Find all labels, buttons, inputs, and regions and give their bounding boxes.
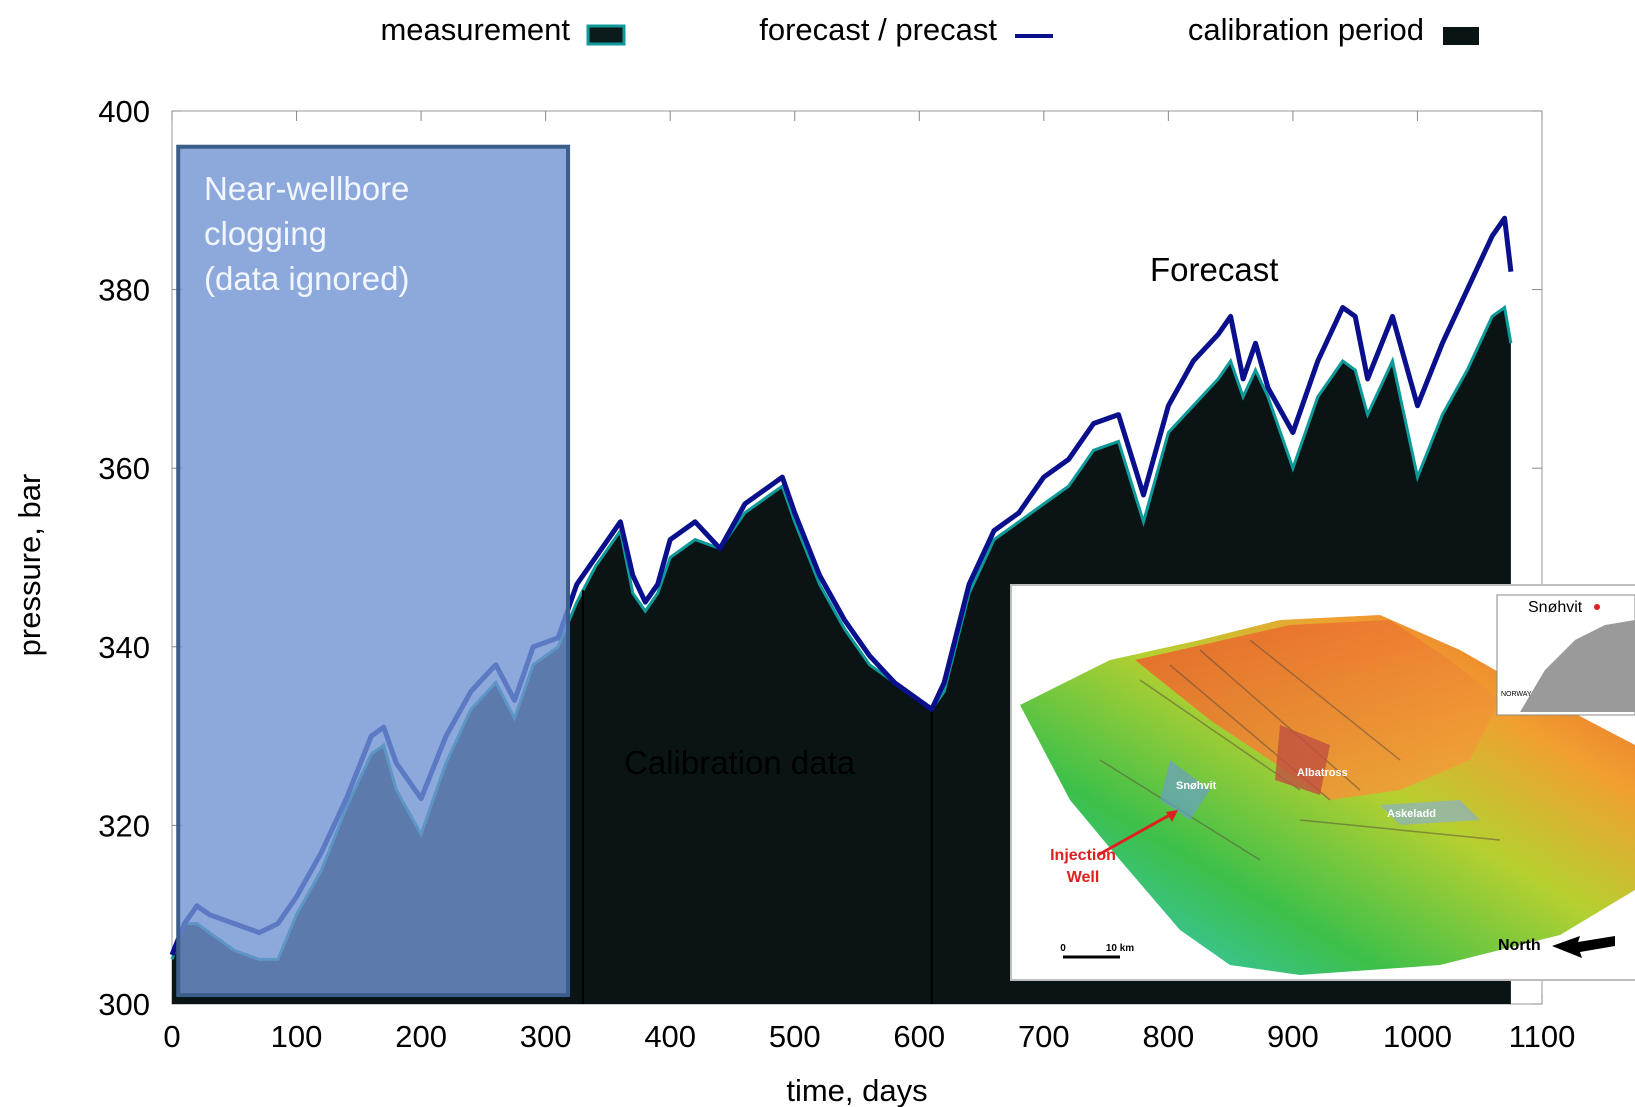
overview-label-norway: NORWAY <box>1501 691 1532 698</box>
x-tick-label: 200 <box>395 1019 447 1054</box>
y-axis-title: pressure, bar <box>12 474 47 657</box>
legend-label-calibration: calibration period <box>1188 12 1424 47</box>
near-wellbore-clogging-box <box>176 144 571 998</box>
y-tick-label: 340 <box>98 630 150 665</box>
inset-reservoir-map: Snøhvit Albatross Askeladd Injection Wel… <box>1010 584 1635 981</box>
y-tick-label: 300 <box>98 987 150 1022</box>
x-tick-label: 400 <box>644 1019 696 1054</box>
legend-swatch-calibration <box>1443 27 1479 45</box>
snohvit-field <box>1160 760 1210 820</box>
albatross-field <box>1275 725 1330 795</box>
y-tick-label: 380 <box>98 273 150 308</box>
x-tick-label: 1000 <box>1383 1019 1452 1054</box>
scale-label-zero: 0 <box>1060 943 1066 954</box>
clogging-label-line-1: Near-wellbore <box>204 170 409 207</box>
clogging-label-line-2: clogging <box>204 215 327 252</box>
injection-arrowhead <box>1166 810 1178 822</box>
x-tick-label: 900 <box>1267 1019 1319 1054</box>
map-label-askeladd: Askeladd <box>1387 808 1436 820</box>
y-tick-label: 400 <box>98 94 150 129</box>
north-label: North <box>1498 937 1541 954</box>
x-tick-label: 100 <box>271 1019 323 1054</box>
y-tick-label: 320 <box>98 808 150 843</box>
overview-label-snohvit: Snøhvit <box>1528 599 1583 616</box>
injection-arrow <box>1097 810 1176 857</box>
scale-label-ten: 10 km <box>1106 943 1134 954</box>
legend-swatch-measurement <box>586 24 626 46</box>
forecast-label: Forecast <box>1150 251 1278 288</box>
x-axis-title: time, days <box>786 1073 927 1107</box>
injection-label-line-2: Well <box>1067 869 1100 886</box>
askeladd-field <box>1380 800 1480 825</box>
injection-label-line-1: Injection <box>1050 847 1116 864</box>
x-tick-label: 600 <box>893 1019 945 1054</box>
scandinavia-shape <box>1520 620 1635 712</box>
fault-lines <box>1099 639 1501 861</box>
clogging-label-line-3: (data ignored) <box>204 260 409 297</box>
tick-labels: 0 100 200 300 400 500 600 700 800 900 1000 1100 300 3… <box>98 94 1575 1054</box>
legend-label-measurement: measurement <box>380 12 570 47</box>
x-tick-label: 800 <box>1142 1019 1194 1054</box>
reservoir-ridge <box>1135 620 1500 800</box>
y-tick-label: 360 <box>98 451 150 486</box>
north-arrow-icon <box>1552 936 1615 958</box>
legend: measurement forecast / precast calibrati… <box>380 12 1479 47</box>
x-tick-label: 700 <box>1018 1019 1070 1054</box>
legend-label-forecast: forecast / precast <box>759 12 997 47</box>
snohvit-location-dot <box>1594 604 1600 610</box>
calibration-data-label: Calibration data <box>624 744 856 781</box>
x-tick-label: 0 <box>163 1019 180 1054</box>
map-label-snohvit: Snøhvit <box>1176 780 1217 792</box>
x-tick-label: 300 <box>520 1019 572 1054</box>
x-tick-label: 1100 <box>1509 1019 1576 1054</box>
map-label-albatross: Albatross <box>1297 767 1348 779</box>
x-tick-label: 500 <box>769 1019 821 1054</box>
